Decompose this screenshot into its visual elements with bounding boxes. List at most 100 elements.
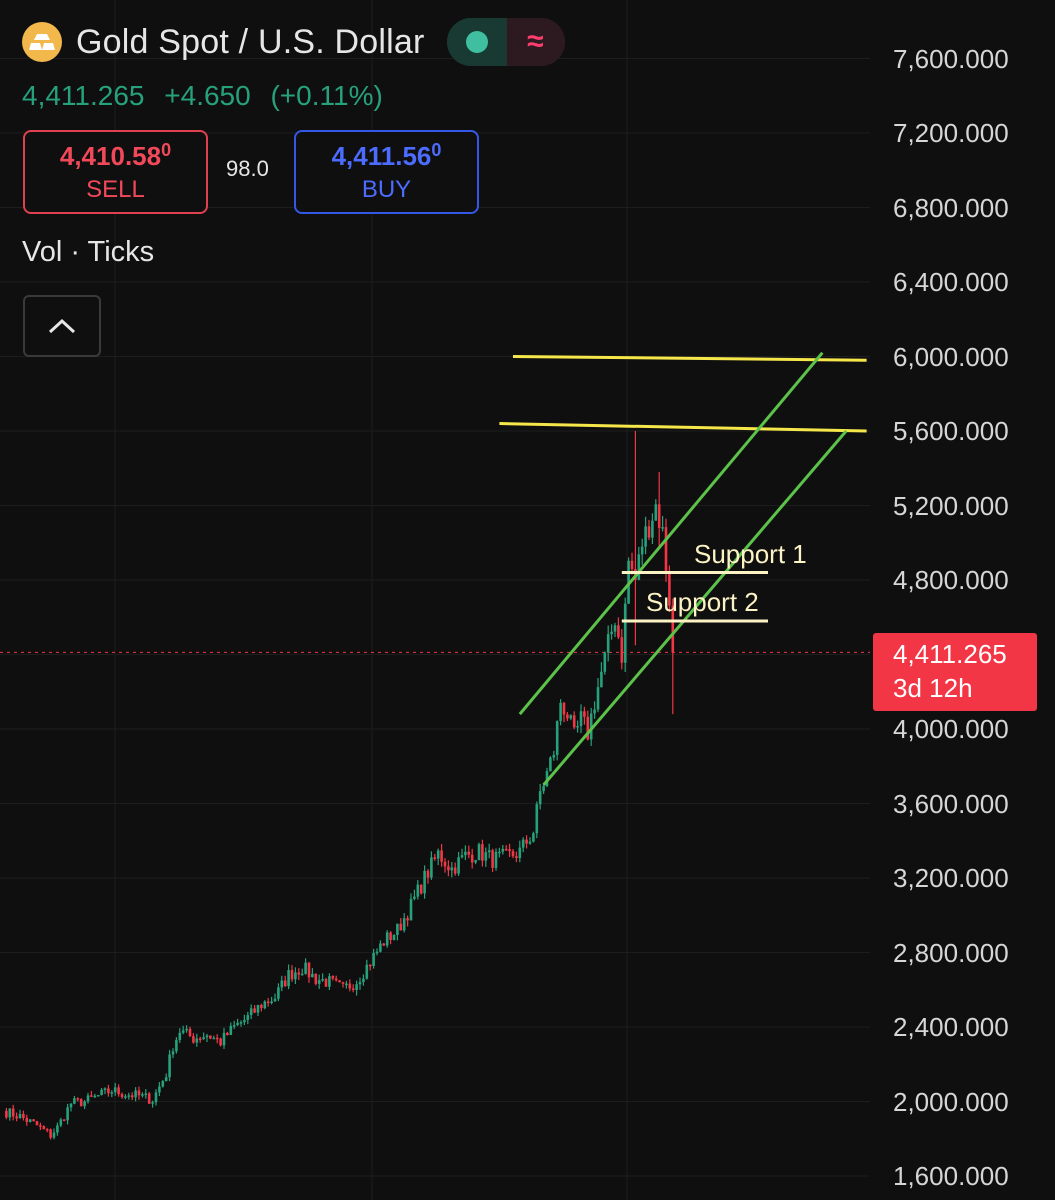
candle-body (297, 972, 301, 975)
support-2-label: Support 2 (646, 586, 759, 617)
candle-body (134, 1090, 137, 1098)
candle-body (402, 918, 406, 931)
candle-body (321, 979, 324, 981)
candle-body (185, 1028, 188, 1031)
indicator-label[interactable]: Vol · Ticks (22, 236, 155, 268)
candle-body (73, 1098, 76, 1104)
candle-body (158, 1086, 161, 1093)
candle-body (518, 847, 522, 859)
sell-button[interactable]: 4,410.580 SELL (23, 130, 208, 214)
candle-body (623, 603, 627, 663)
y-tick-label: 6,400.000 (893, 267, 1009, 297)
collapse-button[interactable] (23, 295, 101, 357)
candle-body (161, 1081, 165, 1087)
candle-body (630, 560, 634, 570)
candle-body (549, 757, 552, 772)
candle-body (647, 526, 651, 538)
candle-body (334, 978, 338, 981)
candle-body (45, 1128, 49, 1131)
y-tick-label: 6,000.000 (893, 341, 1009, 372)
drawings[interactable] (499, 351, 867, 786)
chart-grid (0, 0, 870, 1200)
market-status-pill[interactable]: ≈ (446, 18, 565, 66)
candle-body (56, 1125, 59, 1133)
candle-body (62, 1119, 66, 1121)
sell-label: SELL (86, 176, 145, 203)
candle-body (219, 1038, 222, 1046)
buy-button[interactable]: 4,411.560 BUY (294, 130, 479, 214)
candle-body (93, 1095, 97, 1098)
candle-body (226, 1032, 229, 1036)
bar-countdown: 3d 12h (893, 673, 973, 703)
candle-body (127, 1095, 131, 1097)
candle-body (311, 973, 314, 978)
candle-body (195, 1038, 199, 1043)
support-1-label: Support 1 (694, 538, 807, 569)
candle-body (453, 867, 457, 874)
candle-body (423, 870, 426, 894)
candle-body (144, 1093, 148, 1096)
candle-body (657, 504, 661, 528)
buy-label: BUY (361, 176, 412, 203)
buy-price: 4,411.560 (331, 140, 442, 171)
candle-body (83, 1101, 86, 1107)
candle-body (464, 851, 467, 856)
candle-body (168, 1054, 171, 1078)
candle-body (603, 652, 607, 672)
candle-body (368, 964, 372, 967)
candle-body (385, 932, 389, 946)
candle-body (178, 1032, 182, 1040)
symbol-title: Gold Spot / U.S. Dollar (76, 22, 425, 61)
candle-body (260, 1004, 263, 1009)
candle-body (28, 1119, 32, 1122)
candle-body (552, 754, 556, 758)
y-tick-label: 2,400.000 (893, 1012, 1009, 1042)
candle-body (209, 1035, 212, 1039)
candle-body (96, 1095, 100, 1097)
candle-body (450, 867, 454, 871)
gold-bars-icon (22, 22, 62, 62)
candle-body (430, 857, 433, 878)
candle-body (532, 833, 535, 842)
price-change: +4.650 (164, 80, 251, 111)
candle-body (304, 962, 307, 974)
y-tick-label: 5,200.000 (893, 490, 1009, 521)
candle-body (205, 1035, 209, 1038)
last-price: 4,411.265 (22, 80, 145, 111)
candle-body (22, 1113, 25, 1118)
y-tick-label: 2,000.000 (893, 1086, 1009, 1117)
candle-body (66, 1107, 69, 1121)
candle-body (379, 943, 382, 952)
resistance-line (512, 355, 867, 362)
candle-body (470, 854, 474, 863)
green-dot-icon (446, 18, 507, 66)
candle-body (596, 687, 600, 710)
candle-body (671, 605, 675, 653)
candle-body (164, 1077, 168, 1082)
symbol-header[interactable]: Gold Spot / U.S. Dollar ≈ (22, 18, 565, 66)
candle-body (508, 849, 511, 852)
y-tick-label: 5,600.000 (893, 416, 1009, 446)
candle-body (270, 1001, 273, 1004)
candle-body (555, 721, 559, 755)
candle-body (593, 709, 596, 714)
candle-body (498, 851, 501, 854)
candle-body (589, 713, 593, 740)
candle-body (103, 1088, 107, 1090)
candle-body (525, 839, 528, 844)
candle-body (583, 711, 586, 717)
candle-body (566, 714, 569, 719)
resistance-line (499, 422, 867, 433)
candle-body (651, 520, 654, 538)
candle-body (375, 951, 379, 954)
candle-body (229, 1025, 233, 1036)
candle-body (617, 625, 620, 638)
candle-body (406, 918, 409, 921)
candle-body (256, 1004, 260, 1013)
candle-body (443, 861, 447, 867)
candle-body (569, 715, 573, 719)
candle-body (25, 1117, 29, 1122)
candle-body (436, 850, 440, 859)
candle-body (69, 1103, 73, 1108)
